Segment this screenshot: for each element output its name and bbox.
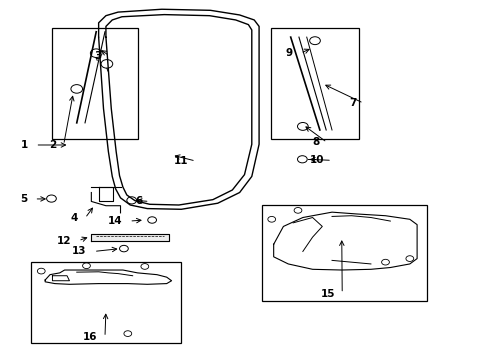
- Bar: [30, 262, 181, 342]
- Text: 15: 15: [320, 289, 334, 298]
- Bar: [271, 28, 358, 139]
- Text: 8: 8: [312, 138, 319, 148]
- Text: 3: 3: [95, 51, 102, 61]
- Text: 11: 11: [174, 156, 188, 166]
- Text: 10: 10: [309, 156, 324, 165]
- Text: 12: 12: [56, 236, 71, 246]
- Text: 1: 1: [21, 140, 28, 150]
- Text: 13: 13: [72, 247, 86, 256]
- Text: 16: 16: [83, 332, 98, 342]
- Bar: [261, 205, 426, 301]
- Text: 14: 14: [107, 216, 122, 226]
- Text: 9: 9: [285, 48, 292, 58]
- Text: 7: 7: [348, 98, 356, 108]
- Text: 6: 6: [135, 197, 142, 206]
- Text: 4: 4: [70, 213, 78, 223]
- Text: 5: 5: [20, 194, 27, 204]
- Bar: [52, 28, 137, 139]
- Text: 2: 2: [49, 140, 56, 150]
